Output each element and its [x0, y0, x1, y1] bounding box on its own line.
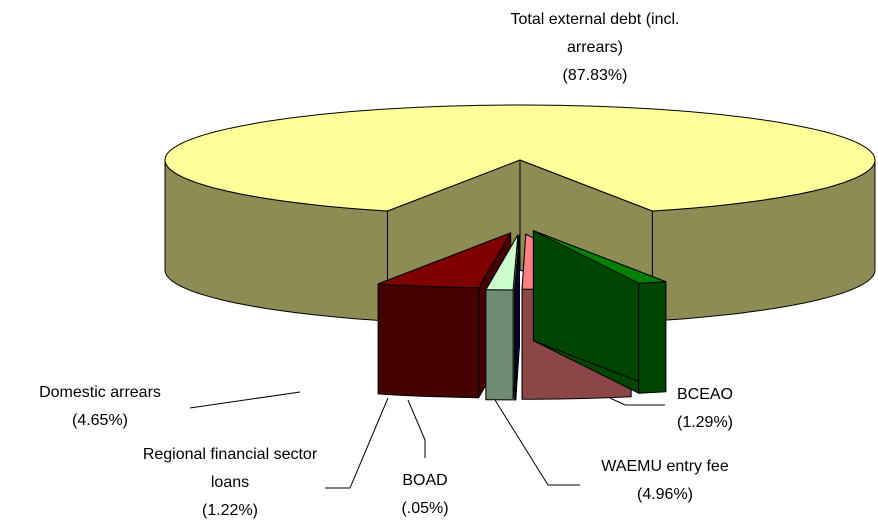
label-value: (1.22%) — [201, 502, 259, 519]
slice-side — [377, 283, 480, 399]
label-value: (4.96%) — [636, 486, 694, 503]
label-name: Domestic arrears — [39, 384, 161, 401]
slice-label: Total external debt (incl. arrears) (87.8… — [495, 6, 695, 90]
label-name: WAEMU entry fee — [601, 458, 729, 475]
slice — [164, 104, 876, 322]
slice-side — [514, 289, 517, 401]
slice-label: Domestic arrears (4.65%) — [0, 379, 200, 435]
label-name: BOAD — [402, 472, 448, 489]
label-value: (1.29%) — [676, 414, 734, 431]
slice — [514, 234, 520, 401]
leader-line — [407, 399, 426, 458]
slice-label: BCEAO (1.29%) — [655, 381, 755, 437]
label-value: (.05%) — [401, 500, 449, 517]
label-name: BCEAO — [676, 386, 733, 403]
slice — [532, 230, 667, 394]
slice-top — [532, 230, 667, 284]
slice-top — [377, 232, 512, 289]
label-value: (87.83%) — [562, 67, 628, 84]
leader-line — [189, 391, 301, 409]
slice-top — [164, 104, 876, 212]
slice-side — [638, 281, 667, 394]
label-name: Total external debt (incl. arrears) — [510, 11, 680, 56]
slice-label: Regional financial sector loans (1.22%) — [140, 441, 320, 525]
slice-side — [485, 289, 514, 401]
slice — [485, 234, 519, 401]
slice-top — [514, 234, 520, 291]
label-value: (4.65%) — [71, 412, 129, 429]
leader-line — [494, 399, 580, 486]
slice-label: WAEMU entry fee (4.96%) — [575, 453, 755, 509]
label-name: Regional financial sector loans — [142, 446, 318, 491]
leader-line — [609, 397, 665, 406]
slice-label: BOAD (.05%) — [375, 467, 475, 523]
leader-line — [325, 397, 389, 489]
slice-top — [485, 234, 519, 291]
